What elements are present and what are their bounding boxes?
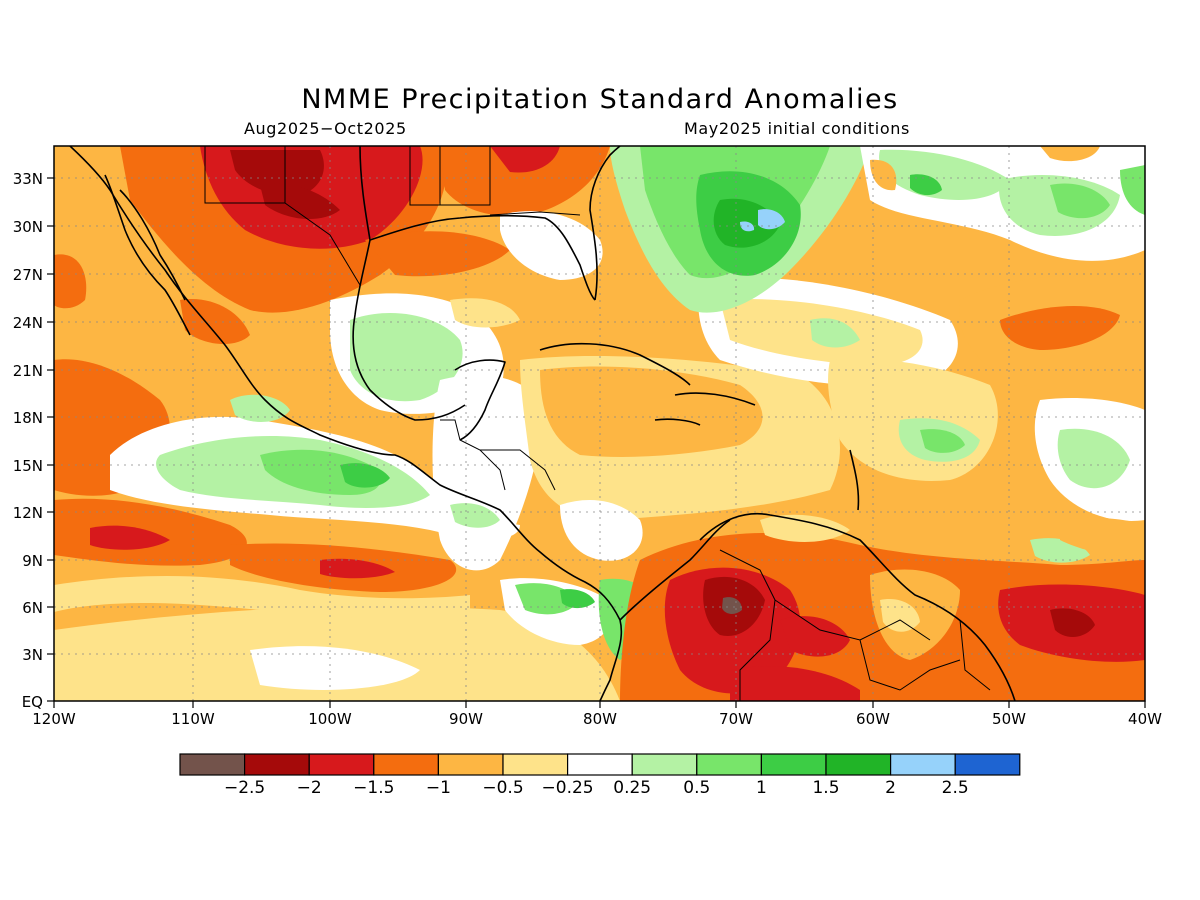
legend-label: 2 <box>885 778 896 798</box>
lat-label: 6N <box>22 599 43 617</box>
legend-label: 0.25 <box>613 778 651 798</box>
legend-swatch <box>889 753 956 776</box>
legend-swatch <box>502 753 569 776</box>
lat-label: 3N <box>22 646 43 664</box>
lon-label: 40W <box>1128 710 1162 728</box>
legend-label: −0.25 <box>542 778 594 798</box>
legend-swatch <box>437 753 504 776</box>
lat-label: 21N <box>13 362 43 380</box>
lon-label: 60W <box>856 710 890 728</box>
legend-label: 1 <box>756 778 767 798</box>
forecast-period: Aug2025−Oct2025 <box>244 119 407 138</box>
lat-label: 33N <box>13 170 43 188</box>
legend-label: 1.5 <box>812 778 839 798</box>
legend-label: −1.5 <box>353 778 394 798</box>
lon-label: 50W <box>992 710 1026 728</box>
legend-label: −2.5 <box>224 778 265 798</box>
legend-swatch <box>696 753 762 776</box>
coastlines <box>69 146 1016 701</box>
legend-label: −0.5 <box>482 778 523 798</box>
legend-swatch <box>566 753 633 776</box>
lon-label: 120W <box>32 710 76 728</box>
legend-swatch <box>373 753 439 776</box>
longitude-labels: 120W 110W 100W 90W 80W 70W 60W 50W 40W <box>32 710 1162 728</box>
lon-label: 80W <box>583 710 617 728</box>
legend-swatch <box>179 753 246 776</box>
lat-label: 18N <box>13 409 43 427</box>
legend-swatch <box>954 753 1021 776</box>
legend-swatch <box>308 753 375 776</box>
graticule <box>54 146 1145 701</box>
lat-label: 12N <box>13 504 43 522</box>
lon-label: 70W <box>719 710 753 728</box>
lat-label: EQ <box>22 693 43 711</box>
lon-label: 110W <box>171 710 215 728</box>
legend-label: −1 <box>426 778 451 798</box>
legend-label: −2 <box>297 778 322 798</box>
map-title: NMME Precipitation Standard Anomalies <box>301 84 899 115</box>
lat-label: 30N <box>13 218 43 236</box>
legend-swatch <box>631 753 698 776</box>
lon-label: 100W <box>308 710 352 728</box>
lat-label: 15N <box>13 457 43 475</box>
legend-label: 0.5 <box>683 778 710 798</box>
legend-label: 2.5 <box>942 778 969 798</box>
color-legend: −2.5 −2 −1.5 −1 −0.5 −0.25 0.25 0.5 1 1.5 2 2.5 <box>179 753 1021 798</box>
axis-ticks <box>47 177 1146 708</box>
lat-label: 24N <box>13 314 43 332</box>
legend-swatch <box>825 753 892 776</box>
lat-label: 27N <box>13 266 43 284</box>
initial-conditions: May2025 initial conditions <box>684 119 910 138</box>
anomaly-field <box>54 146 1145 701</box>
lon-label: 90W <box>449 710 483 728</box>
legend-swatch <box>760 753 827 776</box>
political-borders <box>204 146 991 701</box>
legend-swatch <box>244 753 310 776</box>
lat-label: 9N <box>22 552 43 570</box>
latitude-labels: EQ 3N 6N 9N 12N 15N 18N 21N 24N 27N 30N … <box>13 170 43 711</box>
